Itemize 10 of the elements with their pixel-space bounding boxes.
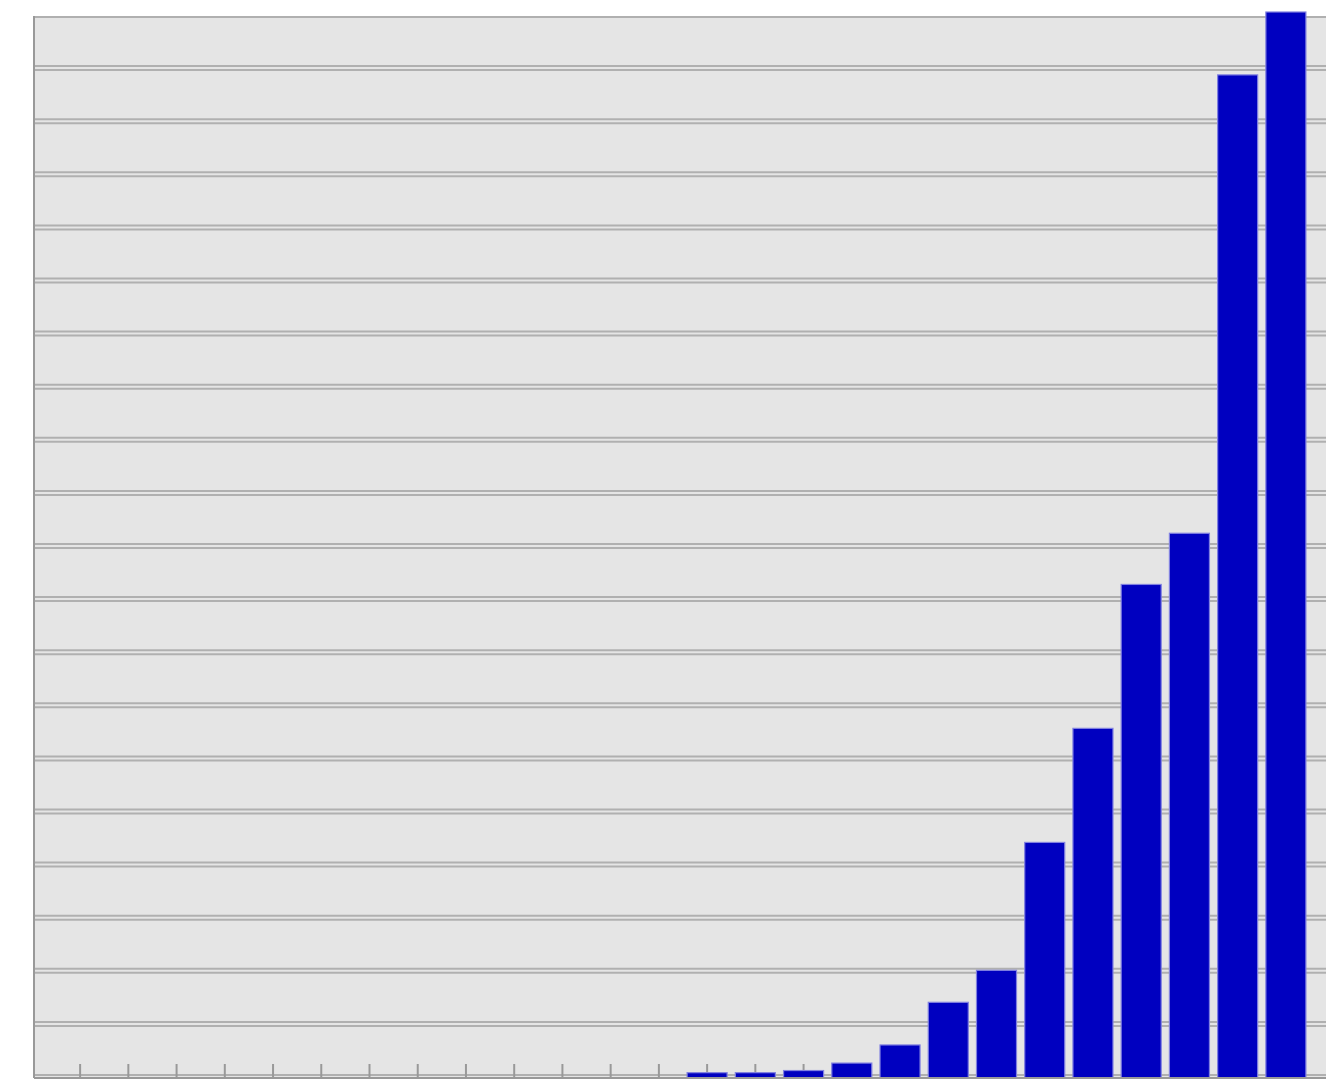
bar xyxy=(1168,532,1211,1079)
bar xyxy=(879,1044,921,1079)
bar xyxy=(1120,583,1162,1079)
bar xyxy=(975,969,1018,1079)
bar xyxy=(1024,841,1066,1079)
bar xyxy=(1072,727,1114,1079)
bar xyxy=(1265,11,1307,1079)
bar xyxy=(1217,74,1259,1079)
bar xyxy=(831,1062,873,1079)
bar xyxy=(927,1001,969,1079)
